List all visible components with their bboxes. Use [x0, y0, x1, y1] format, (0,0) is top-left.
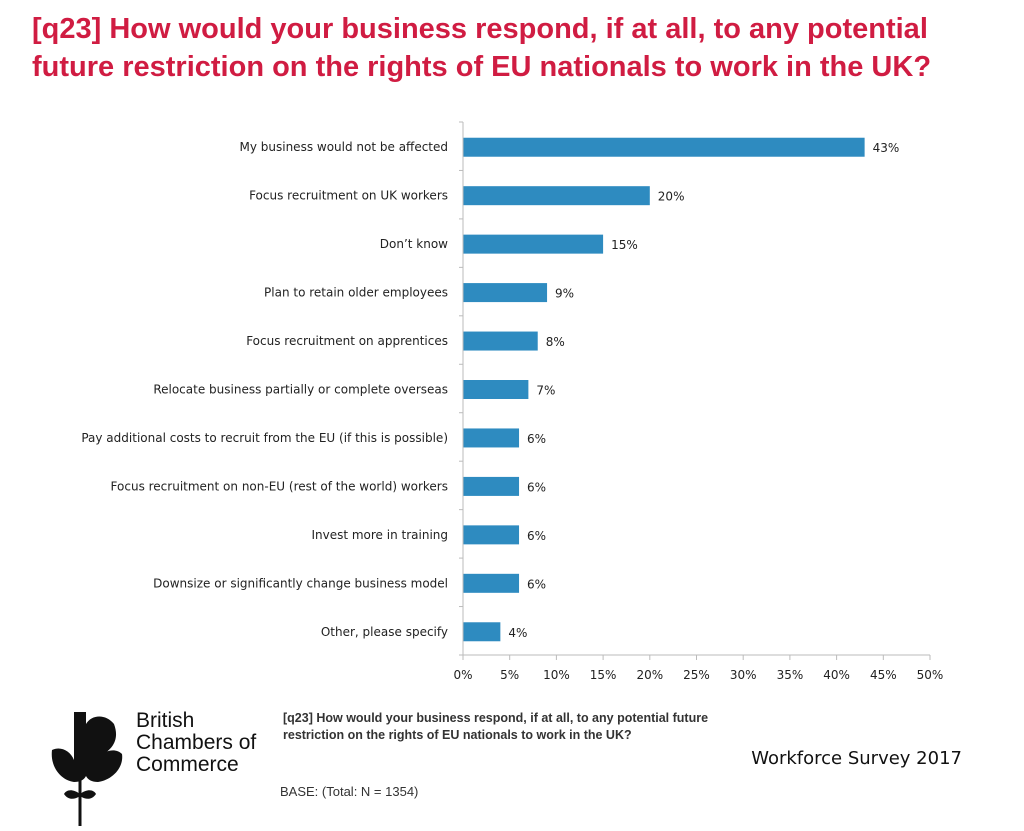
- logo-line-1: British: [136, 709, 195, 732]
- bar: [463, 186, 650, 206]
- x-tick-label: 5%: [500, 668, 519, 682]
- category-label: Focus recruitment on apprentices: [246, 334, 448, 348]
- data-label: 6%: [527, 577, 546, 591]
- x-tick-label: 50%: [917, 668, 944, 682]
- x-tick-label: 0%: [453, 668, 472, 682]
- bar-chart: My business would not be affected 43% Focu…: [81, 121, 944, 682]
- category-label: Relocate business partially or complete …: [153, 383, 448, 397]
- category-label: Plan to retain older employees: [264, 286, 448, 300]
- footer-question: [q23] How would your business respond, i…: [283, 711, 709, 742]
- category-label: Downsize or significantly change busines…: [153, 576, 448, 590]
- data-label: 8%: [546, 335, 565, 349]
- category-label: Focus recruitment on non-EU (rest of the…: [111, 479, 448, 493]
- category-label: Invest more in training: [311, 528, 448, 542]
- bar: [463, 380, 529, 399]
- data-label: 7%: [536, 384, 555, 398]
- data-label: 20%: [658, 190, 685, 204]
- bar: [463, 234, 604, 254]
- bar: [463, 137, 865, 157]
- x-tick-label: 25%: [683, 668, 710, 682]
- category-label: Focus recruitment on UK workers: [249, 189, 448, 203]
- bar: [463, 525, 520, 545]
- data-label: 43%: [873, 141, 900, 155]
- data-label: 6%: [527, 529, 546, 543]
- data-label: 15%: [611, 238, 638, 252]
- x-tick-label: 20%: [636, 668, 663, 682]
- x-tick-label: 30%: [730, 668, 757, 682]
- survey-name: Workforce Survey 2017: [751, 748, 962, 769]
- x-tick-label: 10%: [543, 668, 570, 682]
- bar: [463, 476, 520, 496]
- x-tick-label: 15%: [590, 668, 617, 682]
- data-label: 6%: [527, 432, 546, 446]
- bar: [463, 573, 520, 593]
- category-label: Pay additional costs to recruit from the…: [81, 431, 448, 445]
- x-tick-label: 35%: [777, 668, 804, 682]
- data-label: 9%: [555, 287, 574, 301]
- base-note: BASE: (Total: N = 1354): [280, 784, 419, 799]
- category-label: My business would not be affected: [240, 140, 449, 154]
- data-label: 6%: [527, 480, 546, 494]
- data-label: 4%: [508, 626, 527, 640]
- bar: [463, 283, 548, 303]
- x-tick-label: 45%: [870, 668, 897, 682]
- category-label: Other, please specify: [321, 625, 448, 639]
- logo-line-3: Commerce: [136, 753, 239, 776]
- bar: [463, 428, 520, 448]
- logo-line-2: Chambers of: [136, 731, 257, 754]
- bcc-leaf-logo-icon: [51, 712, 123, 826]
- category-label: Don’t know: [380, 237, 448, 251]
- x-tick-label: 40%: [823, 668, 850, 682]
- page-title: [q23] How would your business respond, i…: [32, 13, 932, 83]
- bar: [463, 331, 538, 351]
- bcc-logo: British Chambers of Commerce: [48, 710, 278, 826]
- bar: [463, 622, 501, 642]
